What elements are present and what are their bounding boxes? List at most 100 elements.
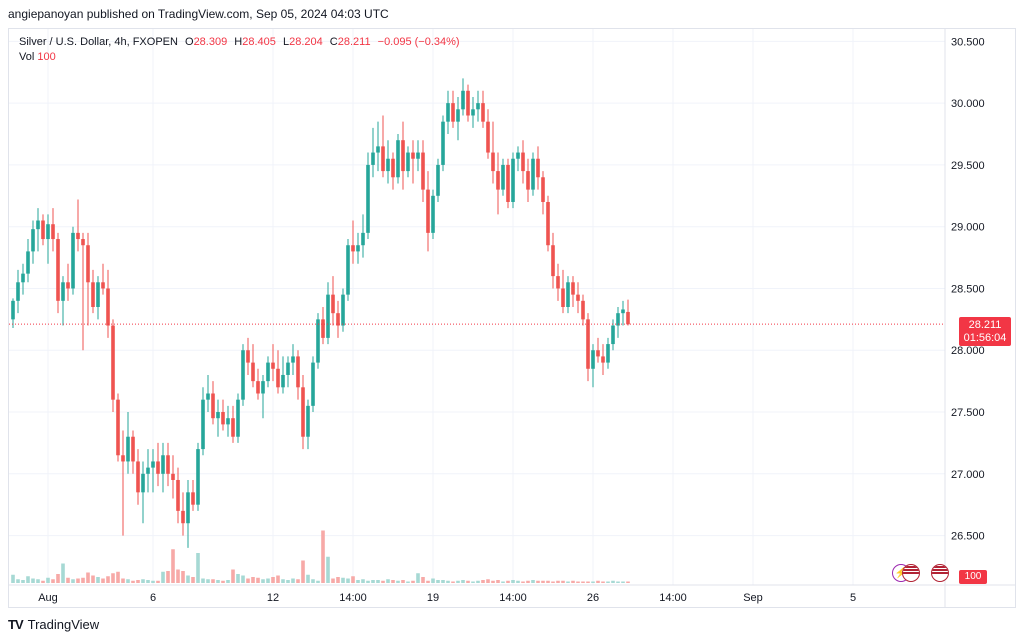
candle-body <box>566 282 570 307</box>
last-price-value: 28.211 <box>968 319 1002 332</box>
candle-body <box>241 350 245 400</box>
volume-bar <box>11 574 15 583</box>
footer-brand: TV TradingView <box>8 617 99 632</box>
y-tick-label: 26.500 <box>951 531 985 543</box>
candle-body <box>176 479 180 511</box>
candle-body <box>166 455 170 474</box>
candle-body <box>221 412 225 425</box>
volume-bar <box>551 581 555 583</box>
volume-bar <box>586 581 590 583</box>
volume-bar <box>56 574 60 583</box>
publish-caption: angiepanoyan published on TradingView.co… <box>8 7 389 21</box>
volume-bar <box>296 579 300 583</box>
volume-bar <box>51 579 55 583</box>
candle-body <box>21 273 25 283</box>
chart-frame[interactable]: 30.500 30.000 29.500 29.000 28.500 28.000 27.5… <box>8 28 1016 608</box>
volume-bar <box>146 580 150 583</box>
volume-bar <box>131 580 135 583</box>
volume-bar <box>276 575 280 583</box>
candle-body <box>81 239 85 246</box>
candle-body <box>621 309 625 314</box>
candle-body <box>266 362 270 382</box>
volume-bar <box>461 580 465 583</box>
candle-body <box>336 313 340 326</box>
candle-body <box>416 152 420 159</box>
candle-body <box>271 362 275 369</box>
candle-body <box>216 412 220 419</box>
volume-bar <box>301 560 305 583</box>
candle-body <box>71 232 75 289</box>
volume-bar <box>251 577 255 583</box>
volume-bar <box>356 580 360 583</box>
volume-bar <box>451 581 455 583</box>
candle-body <box>491 152 495 172</box>
candle-body <box>481 103 485 122</box>
x-tick-label: 26 <box>587 592 599 604</box>
volume-bar <box>376 580 380 583</box>
volume-bar <box>136 580 140 583</box>
legend-symbol: Silver / U.S. Dollar, 4h, FXOPEN <box>19 36 178 48</box>
candle-body <box>296 356 300 388</box>
candle-body <box>346 245 350 295</box>
x-tick-label: 12 <box>267 592 279 604</box>
volume-bar <box>566 581 570 583</box>
volume-bar <box>306 574 310 583</box>
x-tick-label: 14:00 <box>339 592 367 604</box>
candle-body <box>626 311 630 325</box>
candle-body <box>201 399 205 450</box>
legend-change: −0.095 (−0.34%) <box>377 36 460 48</box>
volume-bar <box>36 579 40 583</box>
volume-bar <box>466 580 470 583</box>
candle-body <box>281 374 285 388</box>
candle-body <box>486 121 490 153</box>
candle-body <box>501 164 505 190</box>
us-flag-icon[interactable] <box>931 564 949 582</box>
volume-bar <box>326 556 330 583</box>
last-price-badge: 28.211 01:56:04 <box>959 317 1011 347</box>
volume-bar <box>431 578 435 583</box>
us-flag-icon[interactable] <box>902 564 920 582</box>
volume-bar <box>616 581 620 583</box>
candle-body <box>441 121 445 165</box>
volume-bar <box>166 571 170 583</box>
y-tick-label: 27.500 <box>951 407 985 419</box>
candle-body <box>601 356 605 363</box>
y-tick-label: 30.500 <box>951 36 985 48</box>
volume-bar <box>491 580 495 583</box>
volume-bar <box>391 580 395 583</box>
volume-bar <box>126 579 130 583</box>
candle-body <box>226 418 230 425</box>
volume-bar <box>371 580 375 583</box>
volume-bar <box>361 579 365 583</box>
candle-body <box>76 232 80 240</box>
volume-bar <box>596 580 600 583</box>
volume-bar <box>341 577 345 583</box>
legend-volume-line: Vol 100 <box>19 50 460 65</box>
legend-high-value: 28.405 <box>242 36 276 48</box>
volume-bar <box>506 580 510 583</box>
candle-body <box>316 319 320 363</box>
candle-body <box>471 109 475 116</box>
candle-body <box>196 449 200 505</box>
volume-bar <box>476 580 480 583</box>
volume-bar <box>471 581 475 583</box>
x-tick-label: 6 <box>150 592 156 604</box>
candle-body <box>131 436 135 462</box>
candle-body <box>531 158 535 190</box>
footer-brand-name: TradingView <box>27 617 100 632</box>
candle-body <box>121 455 125 462</box>
price-chart[interactable]: 30.500 30.000 29.500 29.000 28.500 28.000 27.5… <box>9 29 1016 608</box>
x-tick-label: 14:00 <box>659 592 687 604</box>
volume-bar <box>236 574 240 583</box>
candle-body <box>51 224 55 240</box>
volume-bar <box>591 581 595 583</box>
volume-bar <box>481 580 485 583</box>
candle-body <box>461 90 465 110</box>
candle-body <box>326 294 330 338</box>
candle-body <box>141 473 145 493</box>
volume-bar <box>446 580 450 583</box>
volume-bar <box>561 580 565 583</box>
volume-bar <box>331 578 335 583</box>
candle-body <box>541 177 545 202</box>
candle-body <box>306 405 310 437</box>
